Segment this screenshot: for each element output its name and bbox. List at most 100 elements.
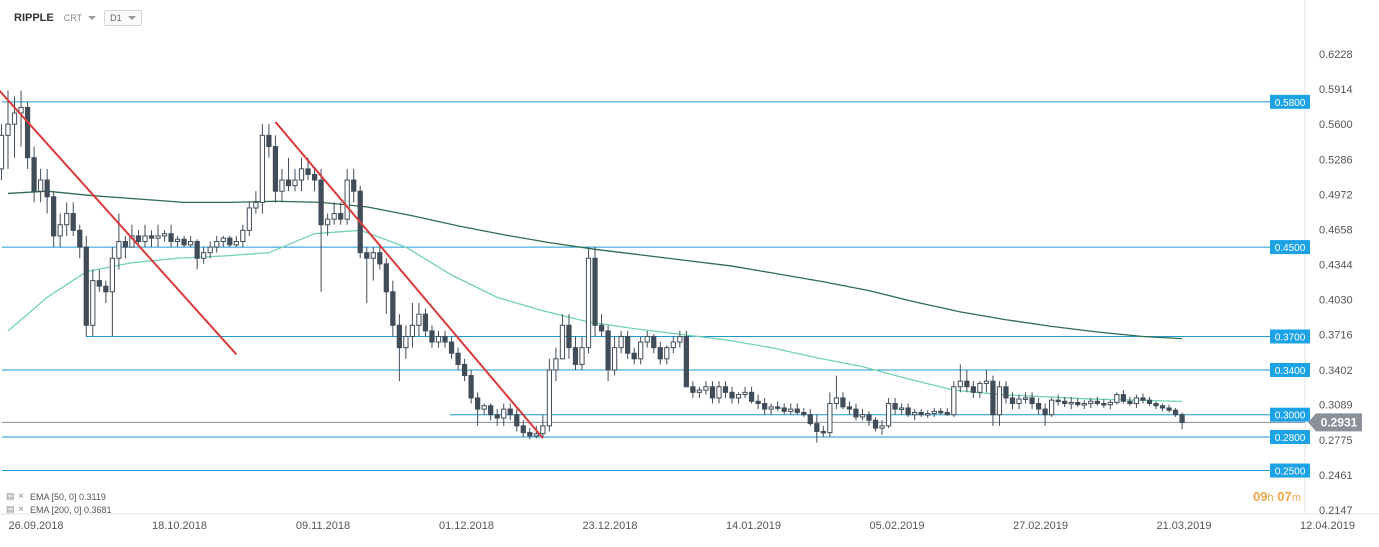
candle-bear [122,240,129,248]
candle-bear [266,134,272,148]
candle-bear [651,335,657,349]
candle-bear [820,430,826,434]
candle-bull [735,394,742,399]
candle-bear [448,341,455,354]
y-tick-label: 0.4658 [1319,224,1353,236]
candle-bull [344,179,350,220]
x-tick-label: 09.11.2018 [296,520,350,532]
candle-bear [338,213,344,220]
candle-bull [1107,401,1113,406]
timeframe-label: D1 [110,13,122,23]
candle-bear [527,432,533,437]
countdown-hours-unit: h [1267,492,1274,504]
candle-bull [585,257,592,349]
y-tick-label: 0.5600 [1319,119,1353,131]
candle-bull [246,207,252,231]
candle-bear [181,238,187,246]
candle-bear [318,179,324,226]
y-tick-label: 0.2775 [1319,435,1353,447]
candle-bull [611,347,618,371]
price-level-tag [1270,407,1310,422]
candle-bear [135,235,142,242]
candle-bull [90,280,96,326]
candle-bear [892,403,898,410]
candle-bull [57,224,63,237]
candle-bull [240,229,246,242]
candle-bear [1035,403,1042,410]
instrument-type-select[interactable]: CRT [64,13,97,23]
candle-bear [311,173,318,181]
indicator-icon[interactable]: ▤ [6,491,15,501]
candle-bull [618,335,624,349]
candle-bull [533,433,539,437]
candle-bear [422,313,429,332]
candle-bear [194,240,200,259]
candle-bear [840,397,846,408]
candle-bull [983,380,990,384]
candle-bull [879,425,885,429]
candle-bear [494,414,500,419]
candle-bear [305,168,311,175]
candle-bull [201,252,207,259]
candle-bear [429,330,435,343]
candle-bull [540,425,546,435]
candle-countdown: 09h 07m [1253,489,1301,504]
candle-bull [259,134,266,203]
candle-bear [96,280,102,287]
candle-bear [775,406,781,409]
indicator-legend: ▤ × EMA [50, 0] 0.3119 ▤ × EMA [200, 0] … [6,490,112,516]
candle-bull [559,324,566,360]
x-tick-label: 21.03.2019 [1156,520,1211,532]
candle-bear [846,406,853,410]
candle-bear [351,179,357,192]
candle-bear [781,407,787,412]
price-level-label: 0.3400 [1275,366,1306,377]
price-level-label: 0.4500 [1275,243,1306,254]
price-level-tag [1270,362,1310,377]
indicator-row-ema200: ▤ × EMA [200, 0] 0.3681 [6,503,112,516]
close-icon[interactable]: × [18,504,24,515]
candle-bull [403,335,409,349]
candle-bear [1029,397,1035,405]
candle-bull [912,411,918,416]
indicator-row-ema50: ▤ × EMA [50, 0] 0.3119 [6,490,112,503]
candle-bull [435,335,442,343]
indicator-label: EMA [200, 0] 0.3681 [30,504,112,515]
candle-bear [722,386,729,393]
candle-bear [755,400,761,405]
candle-bull [298,168,305,181]
candle-bull [416,313,422,326]
candle-bear [1120,394,1127,402]
candle-bear [377,252,383,265]
candle-bull [996,386,1003,416]
candle-bull [768,406,774,410]
candle-bull [1133,397,1140,405]
candle-bear [461,363,468,377]
candle-bull [644,335,650,343]
candle-bear [1179,414,1185,423]
candle-bear [631,352,637,360]
timeframe-select[interactable]: D1 [104,10,142,26]
trend-line [274,121,544,439]
candle-bear [807,414,813,425]
x-tick-label: 01.12.2018 [439,520,494,532]
candle-bull [696,389,703,393]
indicator-icon[interactable]: ▤ [6,504,15,514]
candle-bear [468,375,474,399]
y-tick-label: 0.5286 [1319,154,1353,166]
candle-bear [396,324,402,349]
candle-bear [566,324,572,349]
candle-bull [546,369,553,427]
candle-bull [214,240,220,248]
indicator-label: EMA [50, 0] 0.3119 [30,491,106,502]
candle-bull [716,386,722,399]
candle-bear [285,179,292,187]
close-icon[interactable]: × [18,491,24,502]
candle-bear [442,335,448,343]
candle-bear [77,229,83,248]
candle-bear [605,330,611,371]
candle-bull [670,341,676,349]
x-tick-label: 12.04.2019 [1300,520,1355,532]
